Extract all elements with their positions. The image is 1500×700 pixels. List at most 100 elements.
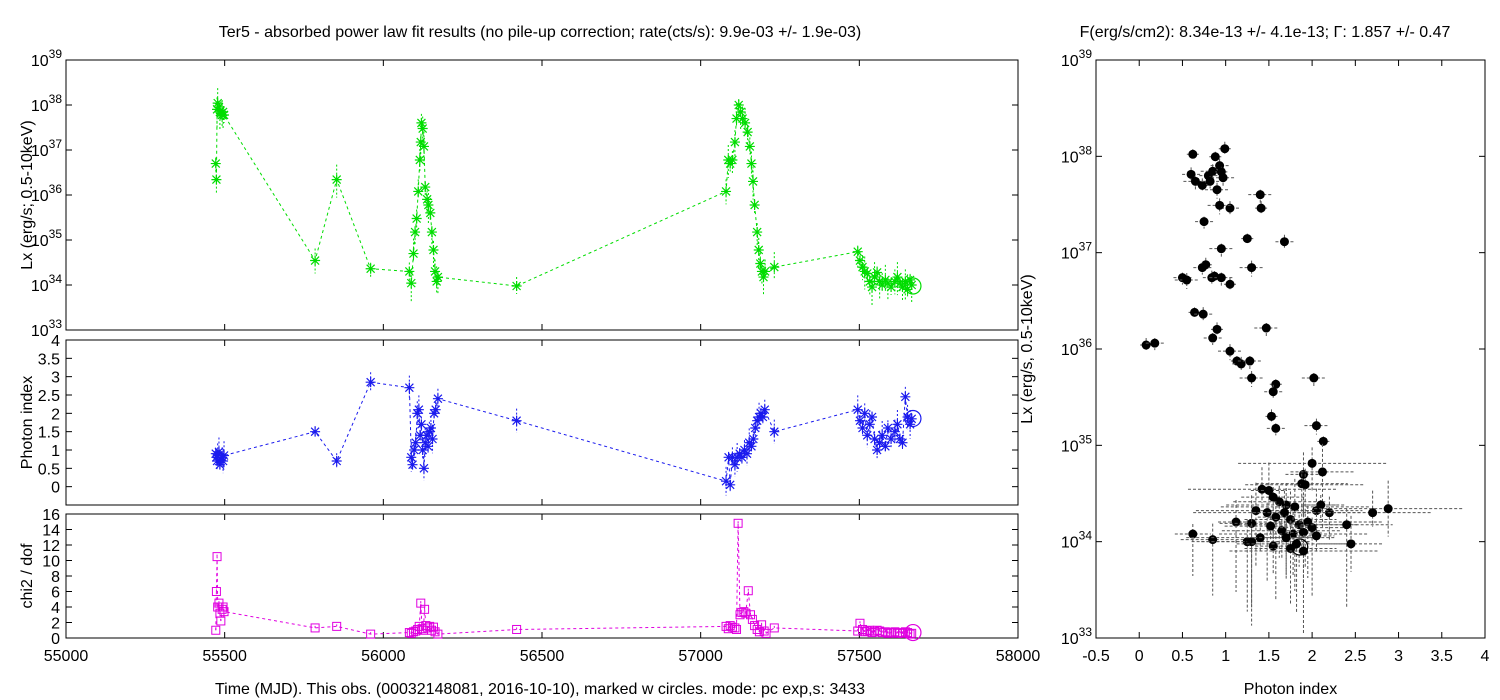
series-line	[215, 381, 913, 485]
x-tick-label: -0.5	[1082, 648, 1110, 665]
data-point	[902, 412, 913, 422]
x-tick-label: 55000	[44, 648, 89, 665]
x-tick-label: 2	[1308, 648, 1317, 665]
data-point	[1210, 152, 1220, 162]
tick-exponent: 39	[49, 47, 63, 61]
data-point	[769, 262, 780, 273]
y-tick-label: 3.5	[38, 351, 60, 368]
data-point	[332, 621, 342, 631]
data-point	[897, 437, 908, 448]
data-point	[414, 154, 425, 165]
y-axis-label: Lx (erg/s, 0.5-10keV)	[1019, 274, 1036, 423]
data-point	[740, 117, 751, 128]
data-point	[759, 626, 769, 636]
tick-exponent: 34	[49, 272, 63, 286]
data-point	[211, 625, 221, 635]
data-point	[892, 419, 903, 430]
data-point	[1216, 244, 1226, 254]
data-point	[418, 141, 429, 152]
right-title: F(erg/s/cm2): 8.34e-13 +/- 4.1e-13; Γ: 1…	[1080, 24, 1451, 41]
data-point	[872, 267, 883, 278]
data-point	[310, 426, 321, 437]
data-point	[748, 176, 759, 187]
data-point	[430, 404, 441, 415]
data-point	[752, 227, 763, 238]
data-point	[854, 255, 865, 266]
y-tick-label: 1036	[1061, 336, 1092, 359]
data-point	[746, 441, 757, 452]
data-point	[727, 154, 738, 165]
x-tick-label: 4	[1481, 648, 1490, 665]
data-point	[1298, 469, 1308, 479]
data-point	[880, 441, 891, 452]
data-point	[511, 415, 522, 426]
data-point	[862, 430, 873, 441]
data-point	[422, 194, 433, 205]
data-point	[1342, 520, 1352, 530]
data-point	[743, 586, 753, 596]
data-point	[905, 274, 916, 285]
data-point	[1271, 512, 1281, 522]
data-point	[1309, 373, 1319, 383]
data-point	[733, 518, 743, 528]
data-point	[857, 262, 868, 273]
data-point	[411, 213, 422, 224]
y-tick-label: 1038	[31, 92, 62, 115]
x-tick-label: 57500	[837, 648, 882, 665]
y-tick-label: 1.5	[38, 425, 60, 442]
tick-base: 10	[31, 233, 49, 250]
data-point	[1281, 533, 1291, 543]
data-point	[213, 102, 224, 113]
data-point	[734, 448, 745, 459]
data-point	[730, 623, 740, 633]
data-point	[1262, 508, 1272, 518]
data-point	[1220, 144, 1230, 154]
data-point	[872, 445, 883, 455]
y-tick-label: 1035	[31, 227, 62, 250]
data-point	[886, 282, 897, 293]
current-obs-marker	[904, 623, 922, 642]
data-point	[406, 278, 417, 289]
data-point	[1281, 500, 1291, 510]
data-point	[404, 382, 415, 393]
data-point	[731, 113, 742, 124]
data-point	[725, 158, 736, 169]
y-tick-label: 1034	[1061, 529, 1092, 552]
data-point	[739, 607, 749, 617]
data-point	[902, 284, 913, 295]
data-point	[432, 393, 443, 404]
data-point	[1225, 279, 1235, 289]
data-point	[1212, 324, 1222, 334]
data-point	[1245, 356, 1255, 366]
y-axis-label: chi2 / dof	[19, 543, 36, 608]
data-point	[1188, 529, 1198, 539]
data-point	[1298, 527, 1308, 537]
data-point	[862, 268, 873, 279]
data-point	[423, 441, 434, 452]
data-point	[1236, 359, 1246, 369]
data-point	[735, 106, 746, 117]
y-tick-label: 16	[42, 507, 60, 524]
data-point	[417, 445, 428, 455]
data-point	[1318, 436, 1328, 446]
data-point	[892, 272, 903, 283]
tick-exponent: 39	[1079, 47, 1093, 61]
data-point	[739, 445, 750, 455]
data-point	[427, 434, 438, 444]
current-obs-marker	[904, 277, 922, 295]
data-point	[907, 628, 917, 638]
data-point	[1150, 338, 1160, 348]
data-point	[1298, 546, 1308, 556]
data-point	[769, 623, 779, 633]
data-point	[855, 618, 865, 628]
data-point	[1231, 517, 1241, 527]
data-point	[1251, 506, 1261, 516]
data-point	[408, 248, 419, 259]
tick-exponent: 33	[1079, 625, 1093, 639]
data-point	[1208, 166, 1218, 176]
y-tick-label: 14	[42, 523, 60, 540]
data-point	[210, 158, 221, 169]
data-point	[1368, 508, 1378, 518]
x-tick-label: 3	[1394, 648, 1403, 665]
data-point	[410, 227, 421, 238]
